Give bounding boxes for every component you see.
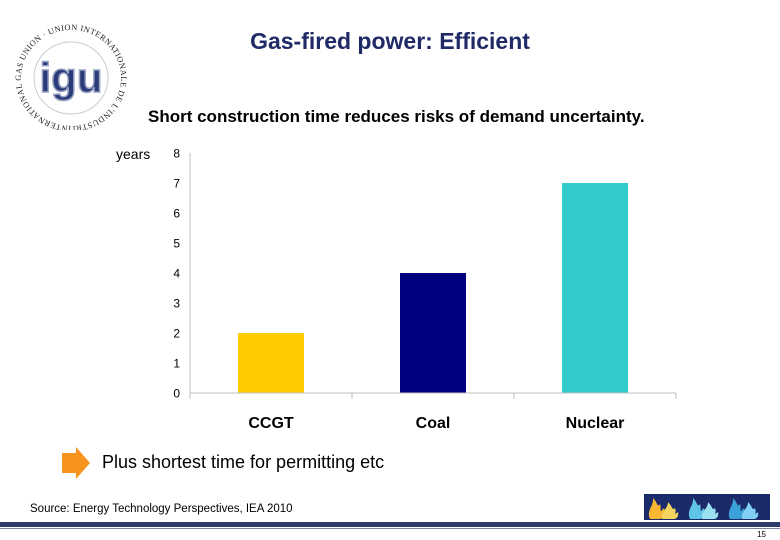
y-tick-label: 0: [173, 387, 180, 401]
x-tick-label: Coal: [416, 415, 451, 432]
footer-bar: [0, 522, 780, 527]
y-tick-label: 8: [173, 147, 180, 161]
flame-icon: [688, 498, 719, 519]
y-tick-label: 1: [173, 357, 180, 371]
y-tick-label: 3: [173, 297, 180, 311]
bullet-text: Plus shortest time for permitting etc: [102, 452, 385, 472]
page-title: Gas-fired power: Efficient: [250, 28, 530, 54]
x-axis-ticks: CCGT Coal Nuclear: [248, 415, 624, 432]
igu-logo: INTERNATIONAL GAS UNION · UNION INTERNAT…: [10, 22, 128, 130]
y-axis-label: years: [116, 146, 150, 162]
y-axis-ticks: 0 1 2 3 4 5 6 7 8: [173, 147, 180, 401]
flame-icon: [728, 498, 759, 519]
page-number: 15: [757, 530, 766, 539]
flame-icon: [648, 498, 679, 519]
bar-ccgt: [238, 333, 304, 393]
y-tick-label: 5: [173, 237, 180, 251]
footer-line: [0, 528, 780, 529]
bar-coal: [400, 273, 466, 393]
bars: [238, 183, 628, 393]
arrow-right-icon: [62, 447, 90, 479]
bar-chart: years 0 1 2 3 4 5 6 7 8 CCGT Coal Nuclear: [116, 146, 677, 432]
x-tick-label: Nuclear: [566, 415, 625, 432]
y-tick-label: 2: [173, 327, 180, 341]
x-axis-separators: [189, 393, 677, 399]
source-note: Source: Energy Technology Perspectives, …: [30, 503, 293, 515]
chart-subtitle: Short construction time reduces risks of…: [148, 107, 645, 126]
y-tick-label: 4: [173, 267, 180, 281]
x-tick-label: CCGT: [248, 415, 294, 432]
gas-flame-banner: [644, 494, 770, 520]
logo-letters: igu: [40, 54, 103, 101]
bar-nuclear: [562, 183, 628, 393]
y-tick-label: 7: [173, 177, 180, 191]
y-tick-label: 6: [173, 207, 180, 221]
